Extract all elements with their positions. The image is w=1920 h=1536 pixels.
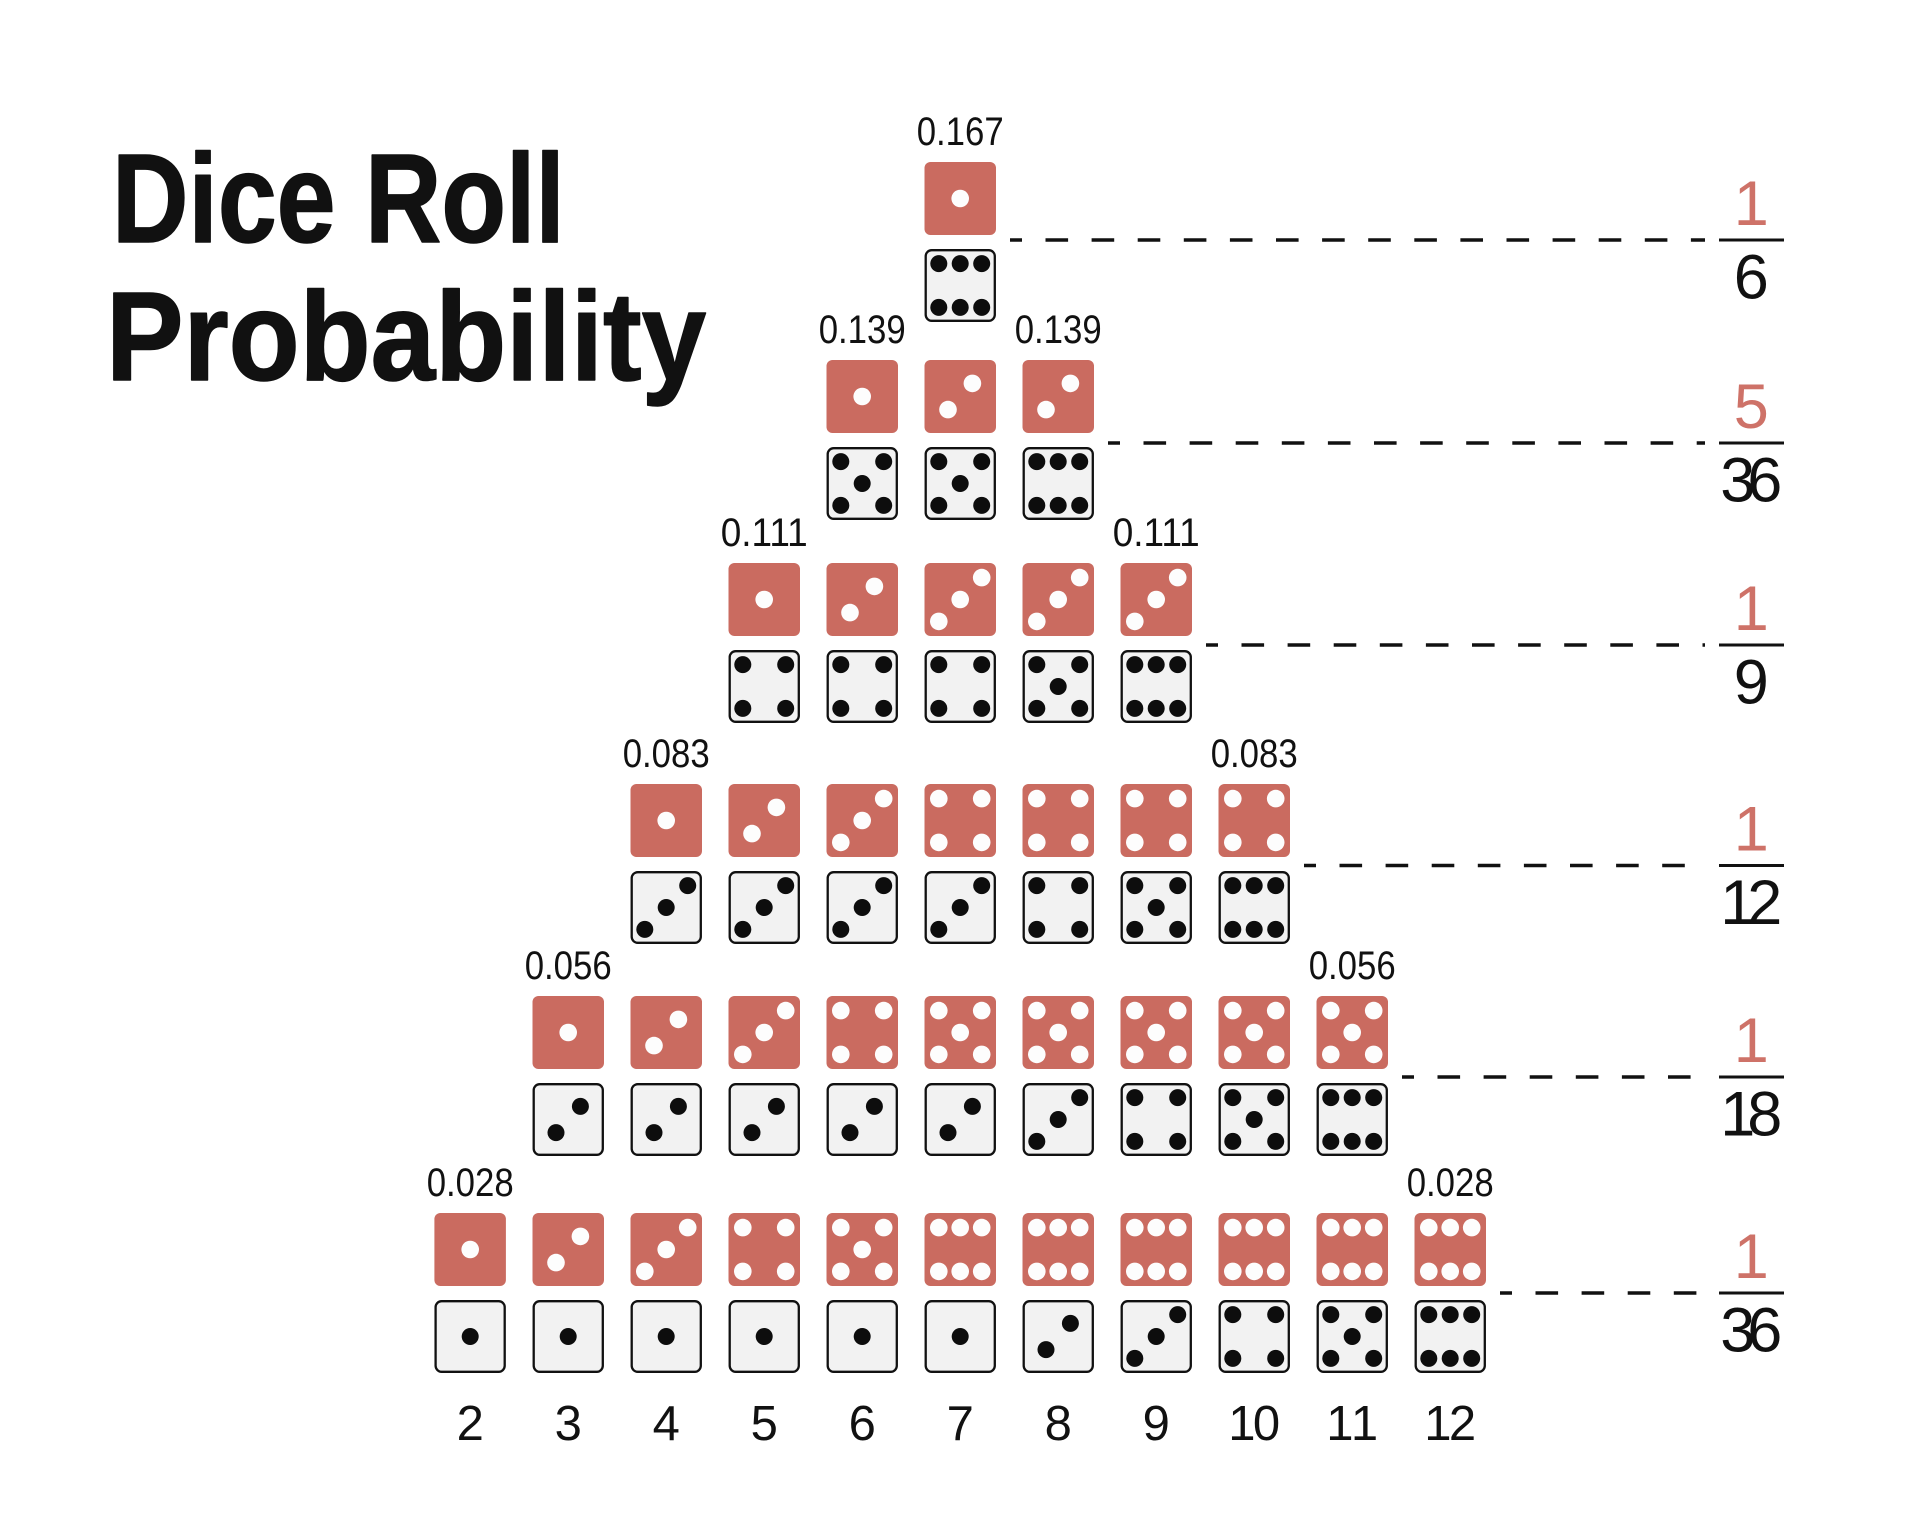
svg-text:0.056: 0.056 [1309, 944, 1396, 988]
svg-text:4: 4 [653, 1397, 680, 1451]
svg-text:Probability: Probability [106, 265, 706, 406]
svg-text:0.111: 0.111 [721, 511, 808, 555]
svg-text:18: 18 [1720, 1080, 1782, 1150]
svg-text:6: 6 [849, 1397, 876, 1451]
svg-text:11: 11 [1326, 1397, 1378, 1451]
svg-text:9: 9 [1734, 648, 1769, 718]
svg-text:0.139: 0.139 [819, 308, 906, 352]
svg-text:6: 6 [1734, 243, 1769, 313]
svg-text:8: 8 [1045, 1397, 1072, 1451]
svg-text:0.111: 0.111 [1113, 511, 1200, 555]
svg-text:0.167: 0.167 [917, 110, 1004, 154]
svg-text:9: 9 [1143, 1397, 1170, 1451]
svg-text:12: 12 [1424, 1397, 1476, 1451]
svg-text:5: 5 [1734, 372, 1769, 442]
svg-text:1: 1 [1734, 169, 1769, 239]
svg-text:0.028: 0.028 [427, 1161, 514, 1205]
svg-text:36: 36 [1720, 446, 1782, 516]
svg-text:5: 5 [751, 1397, 778, 1451]
svg-text:0.139: 0.139 [1015, 308, 1102, 352]
svg-text:1: 1 [1734, 1006, 1769, 1076]
svg-text:1: 1 [1734, 795, 1769, 865]
svg-text:7: 7 [947, 1397, 974, 1451]
svg-text:0.083: 0.083 [623, 732, 710, 776]
svg-text:0.083: 0.083 [1211, 732, 1298, 776]
svg-text:Dice Roll: Dice Roll [112, 128, 565, 269]
svg-text:10: 10 [1228, 1397, 1280, 1451]
svg-text:0.028: 0.028 [1407, 1161, 1494, 1205]
svg-text:0.056: 0.056 [525, 944, 612, 988]
svg-text:1: 1 [1734, 1222, 1769, 1292]
svg-text:3: 3 [555, 1397, 582, 1451]
svg-text:12: 12 [1720, 868, 1782, 938]
svg-text:1: 1 [1734, 574, 1769, 644]
svg-text:2: 2 [457, 1397, 484, 1451]
svg-text:36: 36 [1720, 1296, 1782, 1366]
